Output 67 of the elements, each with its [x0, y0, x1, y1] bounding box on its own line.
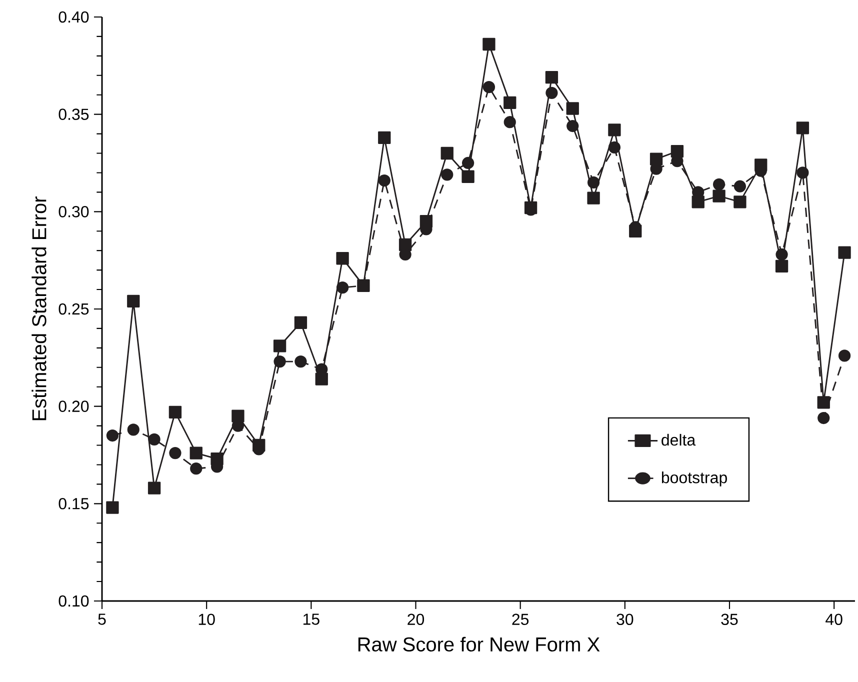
point: [148, 482, 161, 494]
point: [796, 166, 809, 179]
x-axis-title: Raw Score for New Form X: [358, 636, 600, 652]
point: [608, 141, 621, 154]
x-tick-label: 35: [721, 614, 738, 626]
point: [566, 102, 579, 115]
point: [294, 355, 307, 368]
point: [106, 501, 119, 514]
point: [692, 196, 704, 208]
point: [232, 410, 244, 422]
x-tick-label: 25: [512, 614, 529, 626]
legend-label: bootstrap: [662, 472, 727, 486]
point: [587, 192, 600, 204]
point: [169, 446, 182, 460]
point: [838, 350, 851, 362]
x-tick-label: 40: [826, 614, 842, 626]
y-tick-label: 0.30: [58, 206, 89, 218]
point: [545, 71, 558, 84]
point: [608, 124, 621, 136]
x-tick-label: 20: [408, 614, 424, 626]
point: [106, 429, 119, 442]
point: [504, 96, 516, 109]
y-tick-label: 0.15: [58, 498, 89, 510]
y-tick-label: 0.20: [58, 400, 89, 412]
point: [440, 146, 454, 160]
point: [378, 131, 391, 144]
point: [838, 246, 851, 259]
point: [482, 38, 496, 51]
y-axis-title: Estimated Standard Error: [32, 196, 46, 420]
x-tick-label: 30: [616, 614, 634, 626]
point: [127, 424, 140, 436]
point: [336, 282, 349, 294]
point: [587, 176, 600, 189]
x-tick-label: 15: [303, 614, 320, 625]
point: [190, 462, 202, 475]
point: [566, 120, 579, 132]
point: [441, 168, 454, 181]
point: [190, 446, 202, 460]
point: [336, 252, 349, 265]
x-tick-label: 10: [198, 614, 215, 626]
point: [817, 396, 830, 409]
point: [378, 174, 390, 187]
point: [546, 86, 558, 99]
point: [734, 196, 746, 208]
point: [734, 180, 746, 192]
y-tick-label: 0.35: [58, 108, 89, 120]
point: [274, 355, 286, 368]
point: [712, 190, 726, 202]
point: [462, 156, 474, 170]
point: [148, 433, 160, 446]
point: [504, 116, 516, 128]
point: [273, 340, 286, 352]
point: [818, 412, 830, 424]
y-tick-label: 0.10: [58, 595, 89, 607]
point: [776, 248, 788, 261]
point: [775, 260, 788, 272]
point: [168, 406, 182, 418]
point: [712, 178, 726, 190]
legend-label: delta: [662, 434, 696, 446]
point: [482, 81, 496, 94]
x-tick-label: 5: [98, 614, 106, 625]
y-tick-label: 0.25: [58, 303, 89, 315]
point: [127, 294, 140, 308]
point: [294, 316, 308, 329]
point: [462, 170, 474, 183]
y-tick-label: 0.40: [58, 11, 89, 23]
point: [796, 122, 810, 134]
